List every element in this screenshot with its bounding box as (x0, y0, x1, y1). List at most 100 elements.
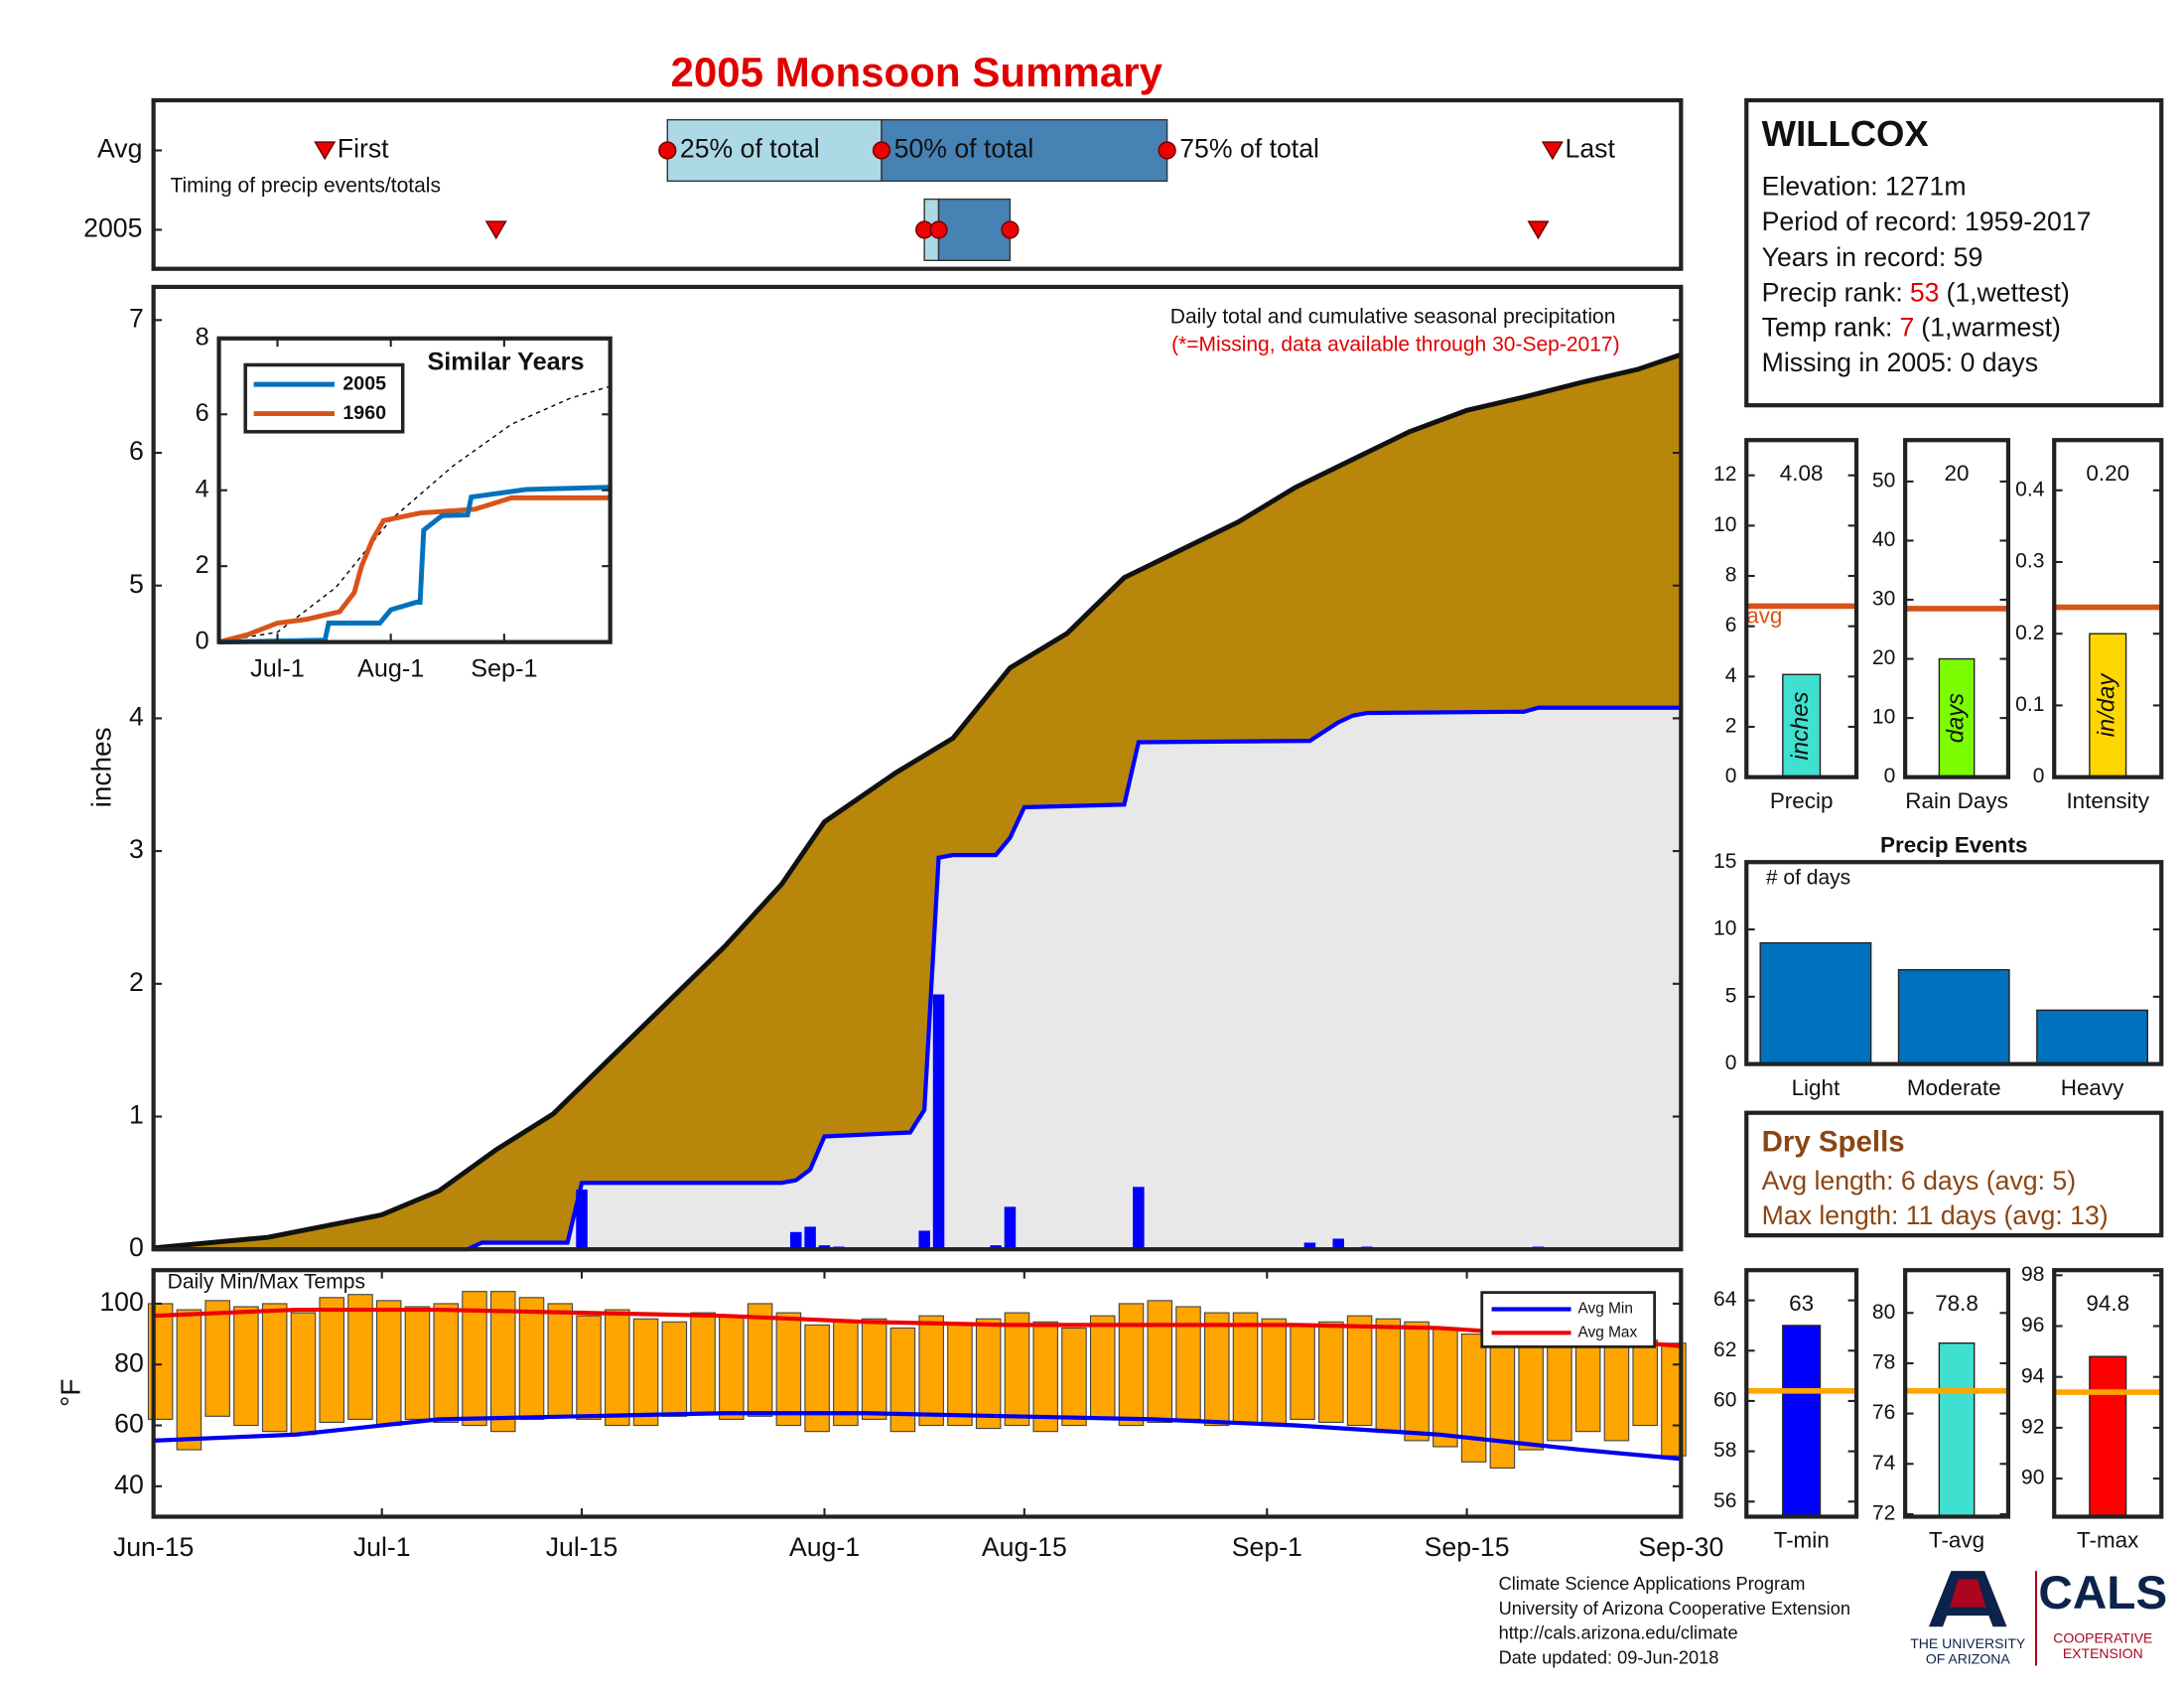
ua-logo (1928, 1571, 2038, 1666)
average-label: avg (1746, 604, 1782, 629)
data-label: 0.20 (2086, 461, 2129, 486)
y-tick-label: 80 (114, 1347, 144, 1377)
bar (2089, 1355, 2127, 1518)
bar (1782, 673, 1822, 778)
x-tick-label: Jul-1 (353, 1532, 411, 1562)
station-name: WILLCOX (1762, 113, 1929, 154)
bar (2089, 633, 2127, 778)
y-tick-label: 98 (2021, 1263, 2044, 1286)
timing-label: 75% of total (1179, 134, 1319, 164)
temp-range-bar (1203, 1312, 1230, 1427)
event-marker (1541, 141, 1564, 161)
y-tick-label: 5 (129, 569, 144, 599)
temp-range-bar (489, 1291, 516, 1433)
legend-label: 2005 (342, 372, 386, 394)
category-label: Moderate (1907, 1075, 2001, 1100)
reference-line (218, 385, 611, 642)
rank-value: 53 (1910, 278, 1940, 308)
daily-bar (1303, 1242, 1316, 1250)
category-label: Rain Days (1905, 788, 2008, 813)
legend-box (243, 362, 405, 434)
bar (1782, 1325, 1822, 1518)
temp-range-bar (1518, 1330, 1544, 1451)
plot-frame (2052, 438, 2164, 779)
data-label: 78.8 (1935, 1291, 1979, 1316)
annotation: Daily total and cumulative seasonal prec… (1170, 305, 1616, 328)
y-tick-label: 0 (129, 1232, 144, 1262)
x-tick-label: Sep-1 (1232, 1532, 1302, 1562)
y-tick-label: 5 (1725, 984, 1737, 1007)
y-tick-label: 0.2 (2015, 622, 2044, 644)
category-label: Precip (1770, 788, 1834, 813)
x-tick-label: Jun-15 (113, 1532, 194, 1562)
x-tick-label: Aug-1 (357, 654, 424, 682)
chart-title: Precip Events (1880, 833, 2027, 858)
category-label: T-avg (1929, 1528, 1984, 1553)
university-name: OF ARIZONA (1926, 1651, 2011, 1667)
daily-bar (1133, 1187, 1145, 1250)
y-tick-label: 40 (1872, 528, 1895, 551)
daily-bar (804, 1226, 816, 1250)
y-tick-label: 0 (1725, 765, 1737, 787)
y-tick-label: 10 (1713, 513, 1736, 536)
quartile-marker (872, 141, 891, 160)
station-line: Missing in 2005: 0 days (1762, 348, 2038, 377)
temp-range-bar (176, 1309, 203, 1451)
timing-label: First (338, 134, 389, 164)
x-tick-label: Sep-15 (1425, 1532, 1510, 1562)
annotation: # of days (1766, 867, 1850, 890)
station-rank: Temp rank: 7 (1,warmest) (1762, 313, 2061, 343)
plot-frame (151, 1268, 1684, 1519)
page-title: 2005 Monsoon Summary (670, 49, 1162, 95)
y-tick-label: 1 (129, 1100, 144, 1130)
average-line (153, 352, 1683, 1251)
logo-a-inner (1950, 1579, 1986, 1608)
y-tick-label: 6 (129, 436, 144, 466)
y-tick-label: 12 (1713, 463, 1736, 486)
temp-range-bar (1290, 1324, 1315, 1420)
temp-range-bar (433, 1303, 460, 1424)
y-tick-label: 78 (1872, 1351, 1895, 1374)
temp-range-bar (690, 1312, 716, 1414)
daily-bar (1004, 1206, 1017, 1250)
y-axis-label: °F (56, 1378, 86, 1406)
y-tick-label: 96 (2021, 1314, 2044, 1336)
y-tick-label: 4 (129, 701, 144, 731)
y-tick-label: 4 (1725, 664, 1737, 687)
temp-range-bar (375, 1300, 402, 1427)
y-tick-label: 8 (1725, 564, 1737, 587)
plot-frame (1744, 1268, 1859, 1519)
y-tick-label: 60 (114, 1409, 144, 1439)
rank-value: 7 (1899, 313, 1914, 343)
temp-range-bar (233, 1306, 259, 1427)
x-tick-label: Aug-15 (982, 1532, 1067, 1562)
timing-note: Timing of precip events/totals (170, 175, 441, 198)
dry-spells-line: Max length: 11 days (avg: 13) (1762, 1200, 2109, 1230)
y-tick-label: 0.3 (2015, 550, 2044, 573)
timing-label: 25% of total (680, 134, 820, 164)
bar-unit: inches (1787, 691, 1814, 760)
y-tick-label: 3 (129, 834, 144, 864)
legend-box (1480, 1291, 1657, 1348)
temp-range-bar (1061, 1327, 1087, 1427)
data-label: 20 (1945, 461, 1970, 486)
footer-line: Climate Science Applications Program (1499, 1573, 1806, 1594)
bar (1759, 941, 1872, 1065)
daily-bar (576, 1190, 588, 1250)
x-tick-label: Jul-15 (546, 1532, 618, 1562)
temp-range-bar (661, 1321, 688, 1417)
category-label: Light (1792, 1075, 1841, 1100)
temp-range-bar (1118, 1303, 1145, 1427)
y-tick-label: 10 (1872, 706, 1895, 729)
y-tick-label: 92 (2021, 1415, 2044, 1438)
y-tick-label: 72 (1872, 1502, 1895, 1525)
y-tick-label: 15 (1713, 850, 1736, 873)
temp-range-bar (1404, 1321, 1430, 1442)
temp-range-bar (290, 1312, 317, 1436)
temp-range-bar (719, 1315, 745, 1420)
quartile-box-low (666, 118, 883, 183)
temp-range-bar (1147, 1300, 1173, 1424)
annotation-note: (*=Missing, data available through 30-Se… (1171, 333, 1620, 355)
plot-frame (151, 284, 1684, 1252)
